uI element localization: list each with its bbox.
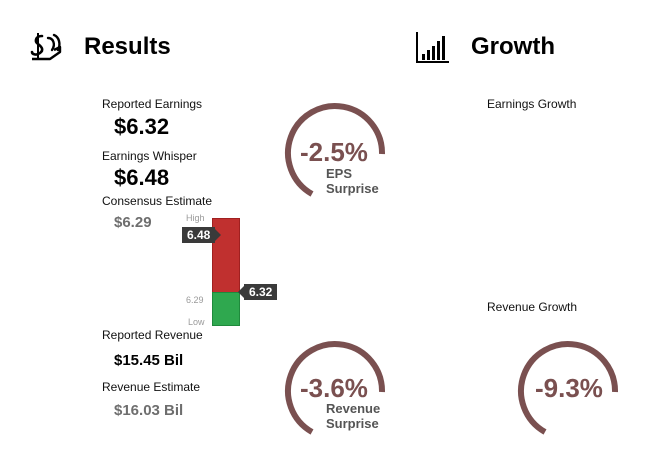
reported-revenue-label: Reported Revenue <box>102 328 203 342</box>
revenue-estimate-value: $16.03 Bil <box>114 402 184 419</box>
revenue-surprise-value: -3.6% <box>300 373 368 403</box>
reported-earnings-value: $6.32 <box>114 114 170 139</box>
revenue-surprise-gauge: -3.6% Revenue Surprise <box>282 336 388 442</box>
consensus-estimate-value: $6.29 <box>114 214 152 231</box>
eps-surprise-gauge: -2.5% EPS Surprise <box>282 98 388 204</box>
growth-title: Growth <box>471 33 555 60</box>
gauge-ring <box>285 341 386 435</box>
reported-earnings-label: Reported Earnings <box>102 97 203 111</box>
results-title: Results <box>84 33 171 60</box>
growth-header: Growth <box>415 30 615 66</box>
range-consensus-tick: 6.29 <box>186 295 204 305</box>
consensus-estimate-label: Consensus Estimate <box>102 194 213 208</box>
revenue-growth-gauge: -9.3% <box>515 336 621 442</box>
range-high-label: High <box>186 213 205 223</box>
bar-chart-icon <box>416 32 449 63</box>
earnings-range-bar: High 6.29 Low 6.48 6.32 <box>180 210 280 330</box>
money-hand-icon <box>30 33 62 61</box>
gauge-ring <box>518 341 619 435</box>
reported-revenue-value: $15.45 Bil <box>114 352 184 369</box>
revenue-surprise-caption-1: Revenue <box>326 401 381 416</box>
earnings-whisper-label: Earnings Whisper <box>102 149 197 163</box>
results-header: Results <box>28 30 228 66</box>
eps-surprise-value: -2.5% <box>300 137 368 167</box>
earnings-growth-label: Earnings Growth <box>487 97 577 111</box>
revenue-growth-value: -9.3% <box>535 373 603 403</box>
eps-surprise-caption-1: EPS <box>326 166 353 181</box>
range-bar-beat <box>212 292 240 326</box>
revenue-growth-label: Revenue Growth <box>487 300 578 314</box>
range-low-label: Low <box>188 317 205 327</box>
revenue-estimate-label: Revenue Estimate <box>102 380 201 394</box>
reported-tag: 6.32 <box>237 284 278 300</box>
whisper-tag: 6.48 <box>182 227 222 243</box>
earnings-whisper-value: $6.48 <box>114 165 170 190</box>
eps-surprise-caption-2: Surprise <box>326 181 379 196</box>
gauge-ring <box>285 103 386 197</box>
revenue-surprise-caption-2: Surprise <box>326 416 379 431</box>
